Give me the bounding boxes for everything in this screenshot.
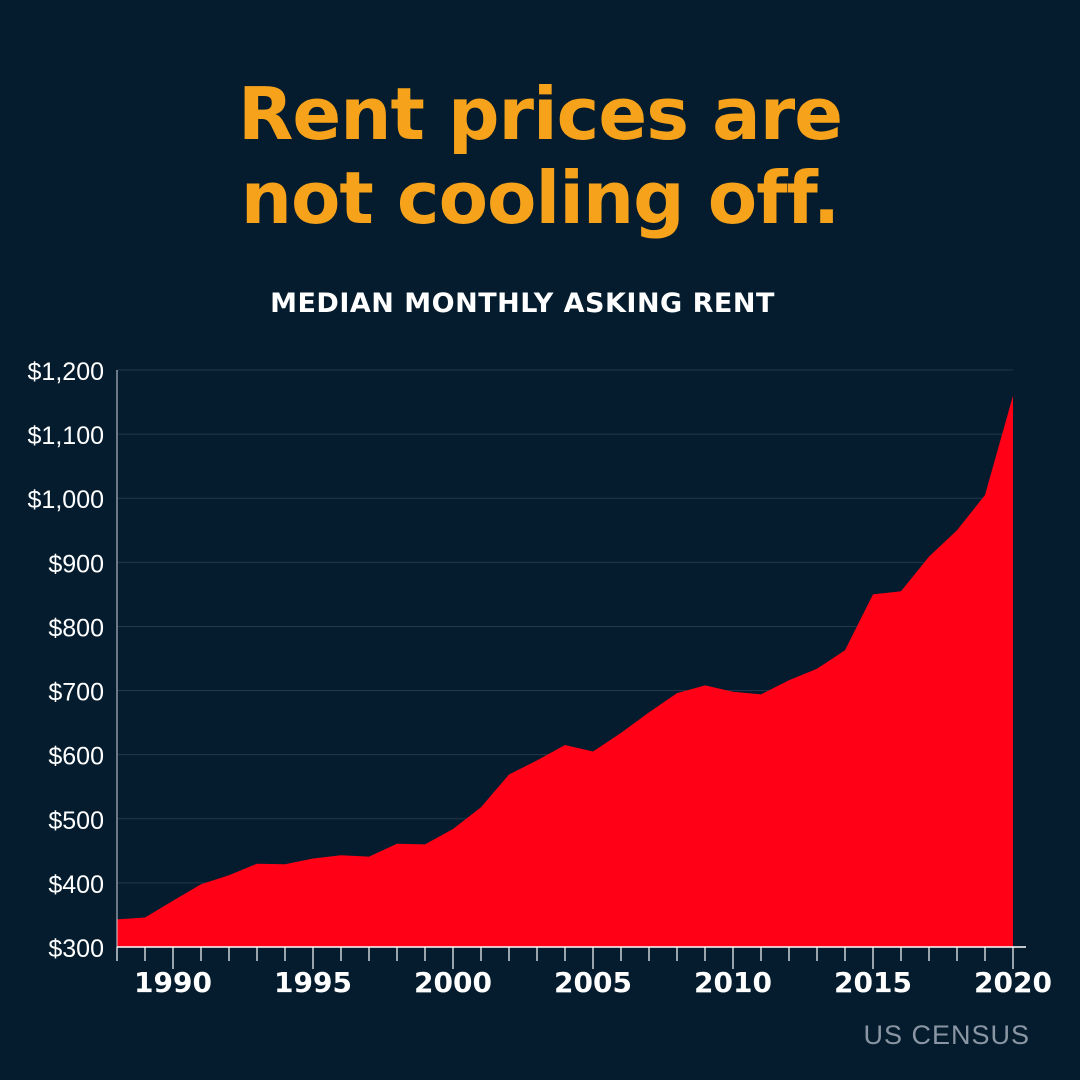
x-tick-label: 1995 (274, 966, 352, 999)
y-tick-label: $700 (48, 679, 104, 707)
y-tick-label: $1,000 (28, 486, 104, 514)
y-tick-label: $1,200 (28, 358, 104, 386)
rent-area (117, 395, 1013, 948)
x-tick-label: 1990 (134, 966, 212, 999)
title-line-2: not cooling off. (240, 156, 841, 240)
title-line-1: Rent prices are (237, 72, 843, 156)
y-tick-label: $300 (48, 935, 104, 963)
y-tick-label: $400 (48, 871, 104, 899)
x-tick-label: 2020 (974, 966, 1052, 999)
x-tick-label: 2005 (554, 966, 632, 999)
x-tick-label: 2010 (694, 966, 772, 999)
y-tick-label: $900 (48, 550, 104, 578)
y-tick-label: $1,100 (28, 422, 104, 450)
x-tick-label: 2015 (834, 966, 912, 999)
y-tick-label: $600 (48, 743, 104, 771)
source-credit: US CENSUS (863, 1020, 1030, 1050)
chart-title: MEDIAN MONTHLY ASKING RENT (270, 288, 775, 319)
x-tick-label: 2000 (414, 966, 492, 999)
y-tick-label: $800 (48, 614, 104, 642)
page-title: Rent prices are not cooling off. (0, 72, 1080, 240)
y-tick-label: $500 (48, 807, 104, 835)
